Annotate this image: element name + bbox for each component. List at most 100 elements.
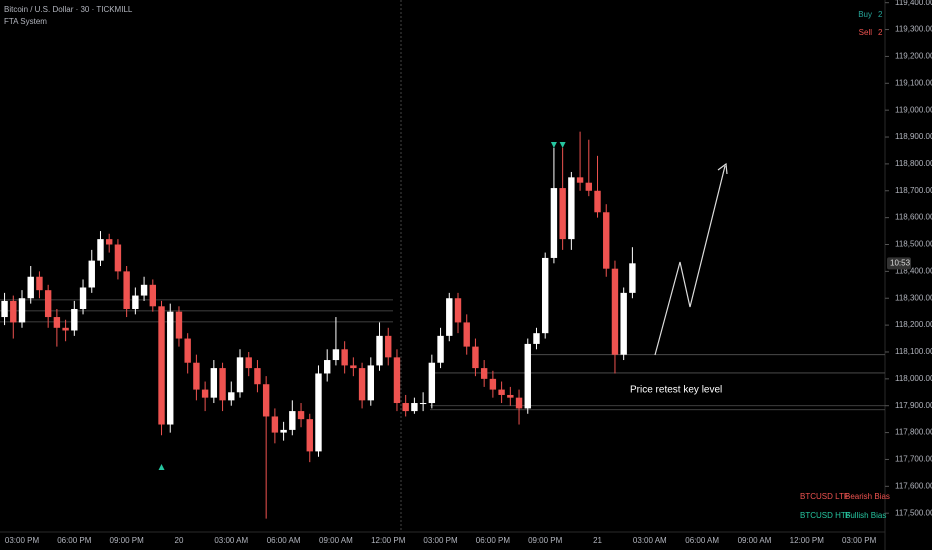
candle-body: [480, 368, 488, 379]
x-tick-label: 12:00 PM: [790, 536, 825, 545]
candle-body: [515, 397, 523, 409]
candle-body: [27, 276, 34, 299]
candle-body: [489, 378, 497, 390]
candle-body: [472, 346, 479, 369]
candle-body: [350, 365, 357, 369]
y-tick-label: 118,900.00: [895, 132, 932, 141]
candle-body: [44, 290, 52, 318]
candle-body: [167, 311, 174, 425]
arrow-head: [717, 162, 728, 175]
candle-body: [236, 357, 244, 393]
candle-body: [62, 327, 69, 331]
x-tick-label: 03:00 AM: [633, 536, 667, 545]
chart-subtitle: FTA System: [4, 17, 47, 26]
candle-body: [594, 190, 601, 213]
signal-label: Sell: [859, 28, 873, 37]
marks: [0, 131, 885, 519]
candle-body: [132, 295, 139, 309]
candle-body: [611, 268, 619, 355]
y-tick-label: 119,300.00: [895, 25, 932, 34]
x-tick-label: 09:00 AM: [319, 536, 353, 545]
candle-body: [140, 284, 148, 296]
y-tick-label: 118,400.00: [895, 266, 932, 275]
y-tick-label: 118,700.00: [895, 186, 932, 195]
candle-body: [446, 298, 453, 336]
candle-body: [358, 368, 366, 401]
candle-body: [254, 368, 261, 385]
candle-body: [184, 338, 191, 363]
countdown: 10:53: [890, 258, 911, 267]
signal-marker: [158, 464, 165, 470]
y-tick-label: 118,300.00: [895, 293, 932, 302]
candle-body: [576, 177, 584, 183]
candle-body: [219, 368, 226, 401]
candle-body: [79, 287, 87, 309]
candle-body: [385, 335, 392, 358]
projection-arrow: [654, 165, 726, 356]
candle-body: [193, 362, 200, 390]
candle-body: [123, 271, 130, 309]
x-tick-label: 09:00 AM: [738, 536, 772, 545]
x-tick-label: 09:00 PM: [528, 536, 563, 545]
x-tick-label: 03:00 PM: [423, 536, 458, 545]
x-tick-label: 21: [593, 536, 602, 545]
x-tick-label: 12:00 PM: [371, 536, 406, 545]
y-tick-label: 117,800.00: [895, 428, 932, 437]
signal-label: Buy: [858, 10, 872, 19]
candle-body: [262, 384, 270, 417]
y-tick-label: 118,800.00: [895, 159, 932, 168]
y-tick-label: 119,100.00: [895, 78, 932, 87]
candle-body: [106, 239, 113, 245]
x-tick-label: 06:00 AM: [267, 536, 301, 545]
y-tick-label: 118,200.00: [895, 320, 932, 329]
y-tick-label: 119,400.00: [895, 0, 932, 7]
y-tick-label: 117,700.00: [895, 455, 932, 464]
candle-body: [315, 373, 322, 452]
countdown-box: [887, 257, 911, 270]
candle-body: [10, 300, 17, 323]
candle-body: [620, 292, 627, 355]
y-tick-label: 118,600.00: [895, 213, 932, 222]
signal-count: 2: [878, 28, 883, 37]
candle-body: [507, 394, 514, 398]
chart-title: Bitcoin / U.S. Dollar · 30 · TICKMILL: [4, 5, 133, 14]
bias-cell: BTCUSD HTF: [800, 511, 851, 520]
candle-body: [341, 349, 348, 366]
x-tick-label: 03:00 PM: [5, 536, 40, 545]
candle-body: [149, 284, 156, 307]
x-tick-label: 20: [175, 536, 184, 545]
signal-marker: [559, 142, 566, 148]
candle-body: [437, 335, 444, 363]
y-tick-label: 117,900.00: [895, 401, 932, 410]
y-tick-label: 117,500.00: [895, 508, 932, 517]
x-tick-label: 03:00 PM: [842, 536, 877, 545]
y-tick-label: 118,500.00: [895, 240, 932, 249]
candle-body: [114, 244, 122, 272]
candle-body: [524, 343, 531, 409]
candle-body: [36, 276, 43, 291]
candle-body: [210, 368, 218, 398]
candle-body: [533, 333, 540, 344]
candle-body: [367, 365, 374, 401]
candle-body: [568, 177, 575, 240]
y-tick-label: 119,200.00: [895, 52, 932, 61]
y-tick-label: 118,100.00: [895, 347, 932, 356]
candle-body: [542, 257, 549, 334]
x-tick-label: 06:00 PM: [476, 536, 511, 545]
candle-body: [550, 188, 558, 258]
candle-body: [559, 188, 566, 240]
candle-body: [297, 411, 305, 420]
candle-body: [1, 300, 8, 318]
candle-body: [53, 317, 61, 328]
x-tick-label: 06:00 AM: [685, 536, 719, 545]
y-tick-label: 119,000.00: [895, 105, 932, 114]
candle-body: [332, 349, 340, 361]
signal-count: 2: [878, 10, 883, 19]
candle-body: [280, 429, 287, 433]
signal-marker: [550, 142, 557, 148]
candle-body: [376, 335, 383, 366]
candle-body: [603, 212, 610, 269]
candle-body: [463, 322, 470, 347]
